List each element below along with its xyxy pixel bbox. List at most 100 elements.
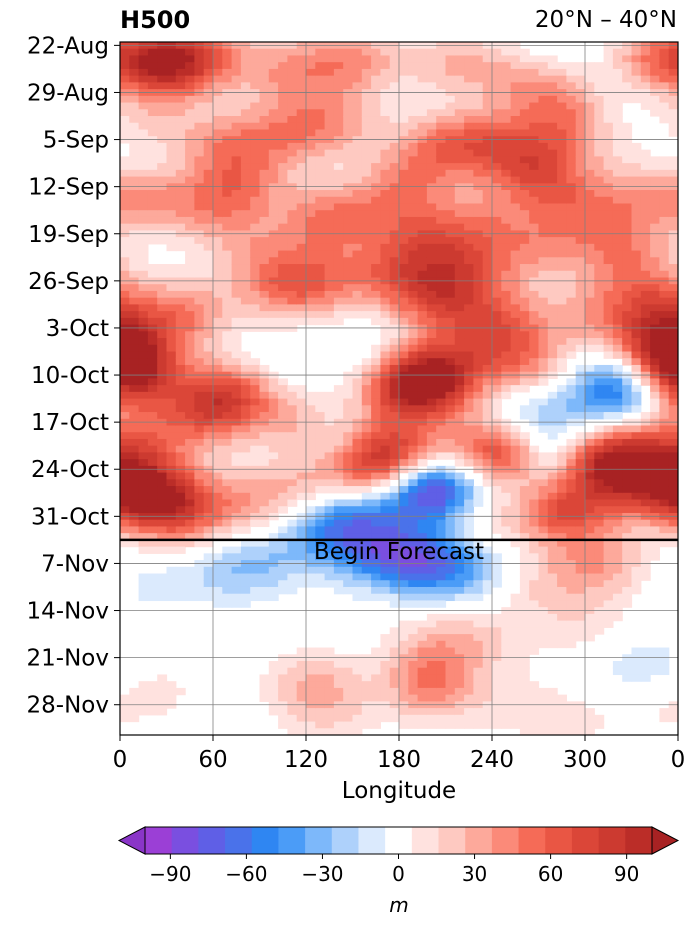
field-cell — [603, 48, 614, 57]
field-cell — [529, 714, 540, 723]
field-cell — [213, 580, 223, 588]
field-cell — [501, 48, 512, 57]
field-cell — [231, 344, 242, 353]
field-cell — [538, 358, 549, 366]
field-cell — [594, 237, 605, 245]
field-cell — [268, 122, 279, 131]
field-cell — [138, 250, 149, 258]
field-cell — [371, 721, 381, 729]
field-cell — [240, 243, 251, 252]
field-cell — [566, 573, 577, 581]
field-cell — [380, 270, 391, 279]
field-cell — [231, 405, 242, 413]
field-cell — [185, 479, 195, 487]
field-cell — [315, 708, 326, 716]
field-cell — [157, 405, 168, 413]
field-cell — [389, 486, 400, 494]
field-cell — [510, 526, 521, 534]
field-cell — [547, 317, 558, 326]
field-cell — [622, 519, 633, 528]
field-cell — [324, 526, 335, 534]
field-cell — [333, 163, 344, 171]
field-cell — [585, 290, 595, 299]
field-cell — [566, 627, 577, 635]
field-cell — [566, 169, 577, 178]
field-cell — [547, 600, 558, 608]
field-cell — [250, 506, 261, 514]
field-cell — [566, 405, 577, 413]
field-cell — [259, 364, 270, 373]
field-cell — [417, 634, 428, 642]
field-cell — [594, 499, 605, 507]
field-cell — [473, 412, 484, 420]
field-cell — [585, 331, 595, 339]
field-cell — [482, 169, 493, 178]
field-cell — [138, 546, 149, 554]
field-cell — [538, 62, 549, 70]
field-cell — [547, 203, 558, 211]
field-cell — [380, 452, 391, 460]
field-cell — [603, 459, 614, 467]
field-cell — [585, 257, 595, 265]
field-cell — [175, 539, 186, 548]
field-cell — [547, 311, 558, 319]
field-cell — [566, 634, 577, 642]
field-cell — [147, 432, 158, 440]
field-cell — [203, 68, 214, 77]
field-cell — [426, 156, 437, 164]
field-cell — [640, 82, 651, 90]
field-cell — [575, 486, 586, 494]
field-cell — [213, 526, 223, 534]
field-cell — [287, 216, 298, 225]
field-cell — [399, 149, 409, 157]
field-cell — [287, 163, 298, 171]
field-cell — [333, 210, 344, 218]
field-cell — [380, 553, 391, 561]
field-cell — [287, 721, 298, 729]
field-cell — [557, 176, 567, 184]
field-cell — [166, 519, 177, 528]
field-cell — [240, 539, 251, 548]
field-cell — [371, 250, 381, 258]
field-cell — [203, 331, 214, 339]
field-cell — [343, 257, 354, 265]
field-cell — [138, 708, 149, 716]
field-cell — [473, 647, 484, 655]
field-cell — [519, 553, 530, 561]
field-cell — [175, 385, 186, 393]
field-cell — [129, 82, 140, 90]
field-cell — [231, 223, 242, 231]
field-cell — [147, 223, 158, 231]
field-cell — [538, 223, 549, 231]
field-cell — [408, 546, 419, 554]
field-cell — [324, 311, 335, 319]
field-cell — [585, 270, 595, 279]
field-cell — [519, 297, 530, 305]
field-cell — [454, 109, 465, 117]
field-cell — [566, 708, 577, 716]
field-cell — [333, 405, 344, 413]
field-cell — [417, 196, 428, 205]
field-cell — [380, 492, 391, 501]
field-cell — [138, 459, 149, 467]
field-cell — [278, 687, 288, 696]
field-cell — [408, 142, 419, 151]
field-cell — [352, 223, 363, 231]
field-cell — [306, 694, 316, 702]
field-cell — [213, 190, 223, 198]
field-cell — [445, 378, 456, 386]
field-cell — [454, 627, 465, 635]
field-cell — [315, 250, 326, 258]
field-cell — [389, 257, 400, 265]
field-cell — [454, 391, 465, 400]
field-cell — [194, 385, 205, 393]
field-cell — [166, 156, 177, 164]
field-cell — [603, 109, 614, 117]
field-cell — [464, 674, 474, 682]
field-cell — [631, 290, 642, 299]
field-cell — [603, 216, 614, 225]
field-cell — [417, 223, 428, 231]
field-cell — [185, 270, 195, 279]
field-cell — [417, 640, 428, 649]
